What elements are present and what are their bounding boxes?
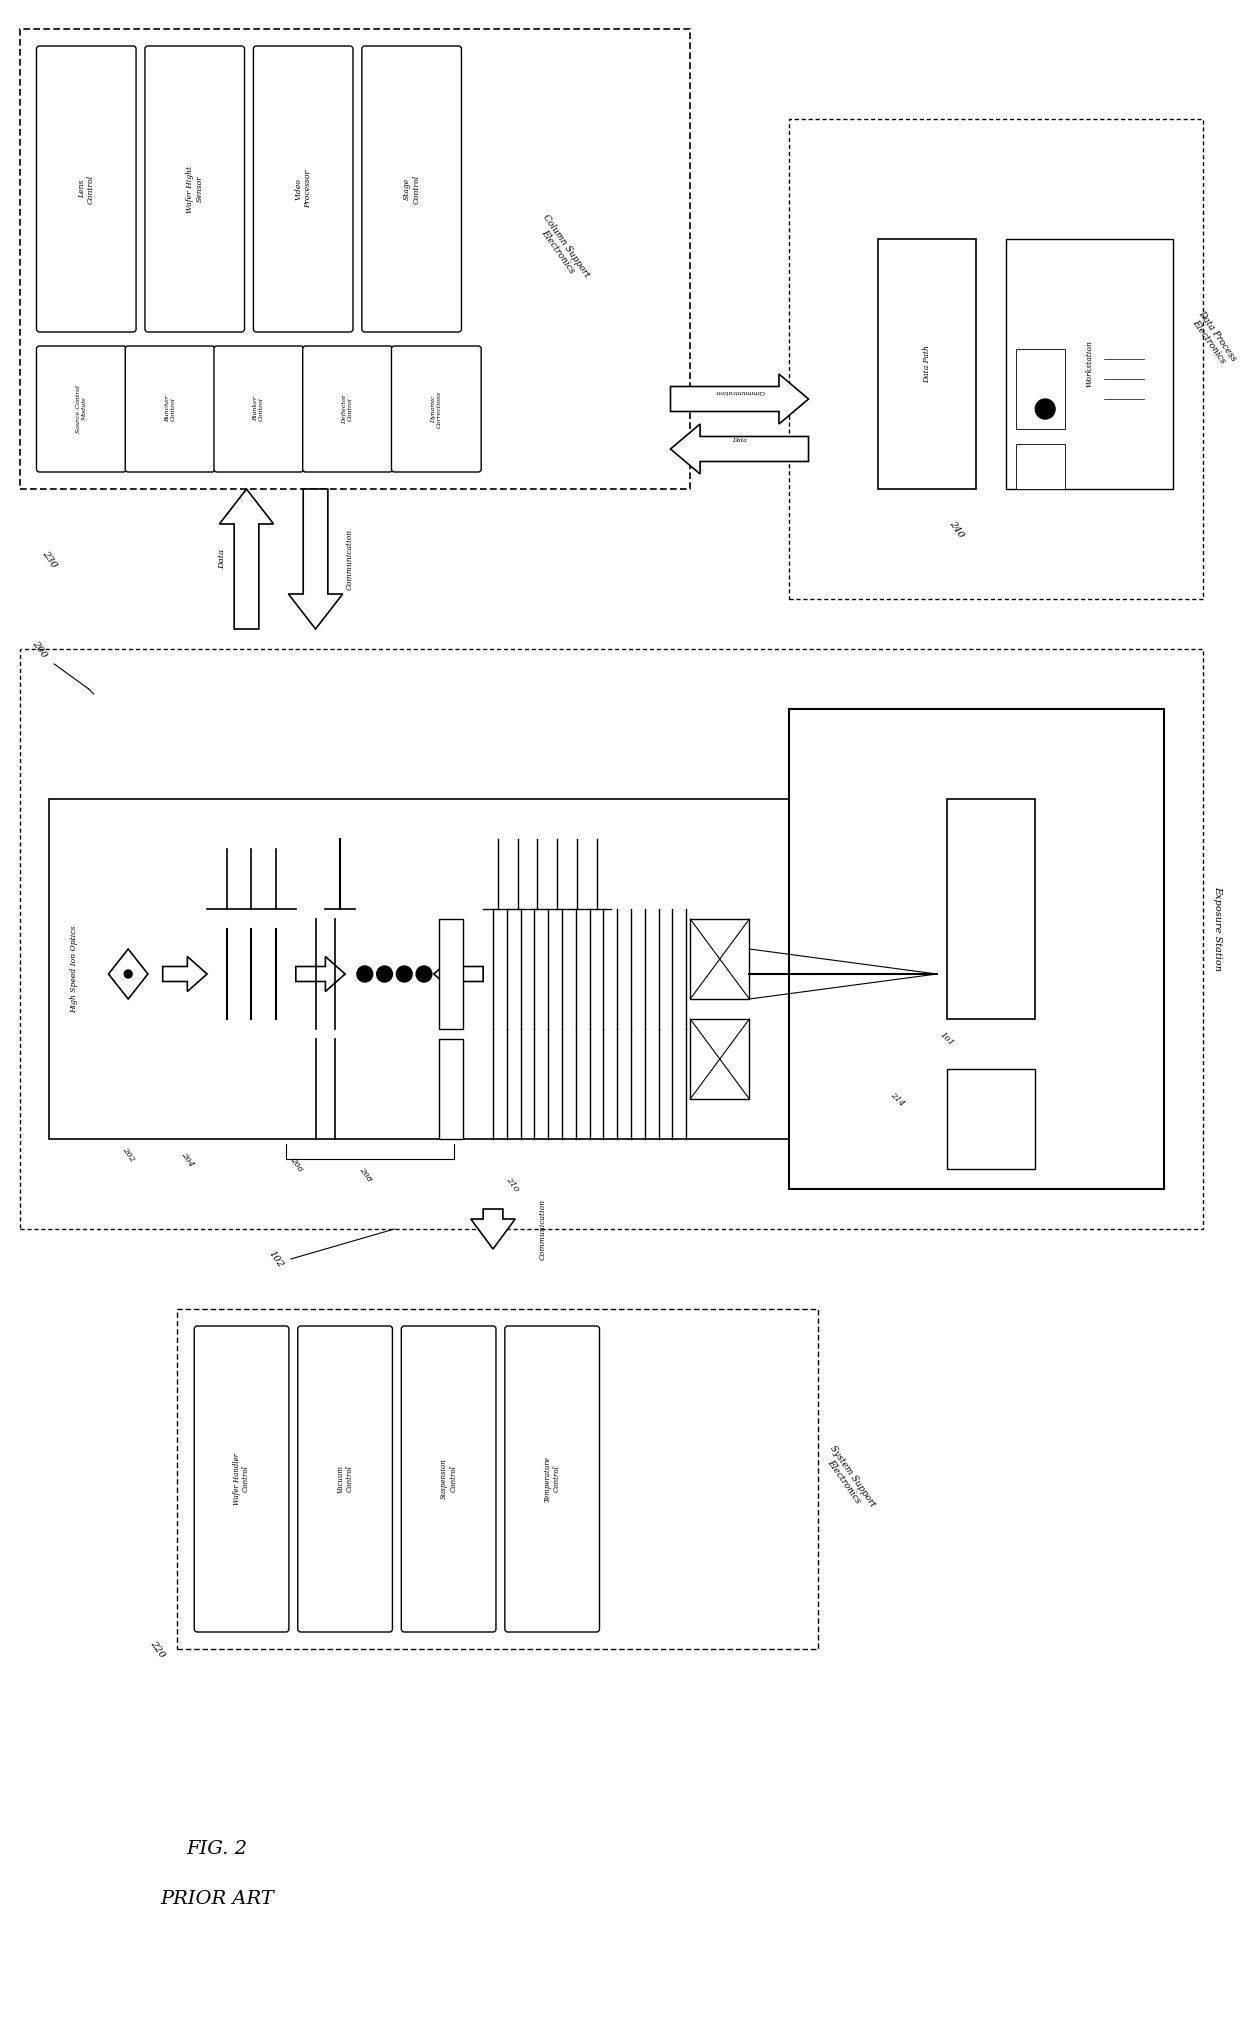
Text: Communication: Communication — [346, 528, 355, 590]
FancyBboxPatch shape — [125, 347, 215, 473]
Text: High Speed Ion Optics: High Speed Ion Optics — [69, 925, 78, 1012]
Bar — [878, 239, 976, 489]
Text: Lens
Control: Lens Control — [78, 174, 95, 203]
Text: Stage
Control: Stage Control — [403, 174, 420, 203]
Text: 101: 101 — [937, 1031, 955, 1047]
Text: Wafer Handler
Control: Wafer Handler Control — [233, 1453, 250, 1506]
FancyBboxPatch shape — [392, 347, 481, 473]
Bar — [789, 120, 1203, 599]
Text: 214: 214 — [889, 1090, 905, 1108]
Bar — [439, 919, 464, 1029]
Text: Deflector
Control: Deflector Control — [342, 394, 353, 424]
Text: Workstation: Workstation — [1085, 341, 1094, 388]
FancyBboxPatch shape — [36, 47, 136, 333]
Bar — [789, 708, 1163, 1189]
FancyBboxPatch shape — [253, 47, 353, 333]
Circle shape — [397, 966, 412, 982]
Polygon shape — [108, 950, 148, 998]
Polygon shape — [671, 424, 808, 475]
Circle shape — [1035, 400, 1055, 420]
Text: Column Support
Electronics: Column Support Electronics — [533, 213, 591, 286]
Polygon shape — [289, 489, 342, 629]
Text: Wafer Hight
Sensor: Wafer Hight Sensor — [186, 166, 203, 213]
Bar — [691, 919, 749, 998]
Polygon shape — [434, 956, 484, 992]
Bar — [20, 649, 1203, 1230]
Text: FIG. 2: FIG. 2 — [186, 1840, 248, 1859]
Text: Vacuum
Control: Vacuum Control — [336, 1465, 353, 1493]
FancyBboxPatch shape — [145, 47, 244, 333]
FancyBboxPatch shape — [195, 1327, 289, 1631]
Text: PRIOR ART: PRIOR ART — [160, 1889, 274, 1907]
Polygon shape — [219, 489, 274, 629]
Polygon shape — [471, 1209, 515, 1250]
Text: Temperature
Control: Temperature Control — [543, 1457, 560, 1501]
Bar — [1006, 239, 1173, 489]
Bar — [50, 799, 789, 1138]
Text: 230: 230 — [40, 548, 58, 570]
Text: 206: 206 — [288, 1155, 304, 1173]
Text: Communication: Communication — [538, 1199, 547, 1260]
FancyBboxPatch shape — [505, 1327, 599, 1631]
FancyBboxPatch shape — [298, 1327, 392, 1631]
Bar — [946, 1069, 1035, 1169]
Text: Exposure Station: Exposure Station — [1213, 887, 1223, 972]
Circle shape — [417, 966, 432, 982]
FancyBboxPatch shape — [36, 347, 126, 473]
Bar — [439, 1039, 464, 1138]
Text: 202: 202 — [120, 1144, 136, 1163]
Bar — [177, 1309, 818, 1650]
Polygon shape — [296, 956, 345, 992]
Text: Communication: Communication — [714, 388, 764, 394]
Text: Dynamic
Corrections: Dynamic Corrections — [432, 390, 441, 428]
Text: 204: 204 — [180, 1150, 195, 1169]
Bar — [1016, 349, 1065, 428]
Text: 240: 240 — [947, 519, 966, 540]
FancyBboxPatch shape — [303, 347, 392, 473]
Text: Suspension
Control: Suspension Control — [440, 1459, 458, 1499]
Text: 200: 200 — [30, 639, 48, 659]
Text: Data Path: Data Path — [923, 345, 931, 383]
Circle shape — [124, 970, 133, 978]
Text: Data: Data — [218, 550, 226, 568]
Text: System Support
Electronics: System Support Electronics — [820, 1443, 877, 1514]
Polygon shape — [671, 373, 808, 424]
Bar — [691, 1019, 749, 1100]
FancyBboxPatch shape — [362, 47, 461, 333]
Text: Video
Processor: Video Processor — [295, 170, 311, 209]
Bar — [1016, 444, 1065, 489]
Bar — [20, 28, 691, 489]
Text: 208: 208 — [357, 1165, 373, 1183]
Text: 210: 210 — [505, 1175, 521, 1193]
Text: 102: 102 — [267, 1248, 285, 1270]
Text: 220: 220 — [149, 1639, 167, 1660]
Polygon shape — [162, 956, 207, 992]
Text: Blanker
Control: Blanker Control — [253, 396, 264, 422]
Text: Data Process
Electronics: Data Process Electronics — [1188, 308, 1238, 369]
Bar — [946, 799, 1035, 1019]
Text: Data: Data — [732, 438, 746, 444]
Text: Source Control
Module: Source Control Module — [76, 386, 87, 432]
FancyBboxPatch shape — [215, 347, 304, 473]
Circle shape — [357, 966, 373, 982]
Text: Buncher
Control: Buncher Control — [165, 396, 176, 422]
Circle shape — [377, 966, 392, 982]
FancyBboxPatch shape — [402, 1327, 496, 1631]
